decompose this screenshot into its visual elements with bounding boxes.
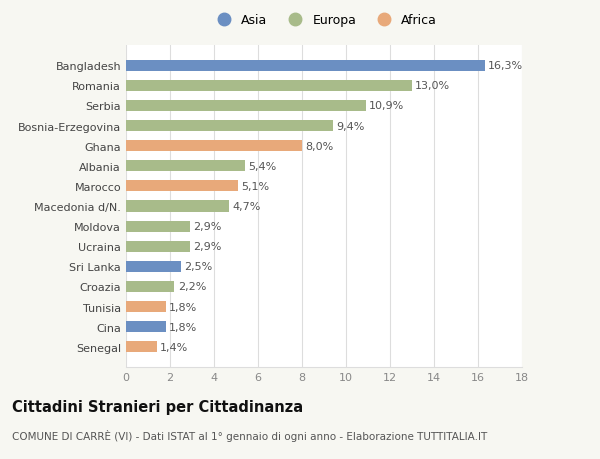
Bar bbox=[126, 141, 302, 152]
Bar bbox=[126, 341, 157, 353]
Bar bbox=[126, 302, 166, 313]
Legend: Asia, Europa, Africa: Asia, Europa, Africa bbox=[207, 11, 441, 31]
Bar bbox=[126, 61, 485, 72]
Bar bbox=[126, 121, 333, 132]
Text: 5,1%: 5,1% bbox=[241, 181, 269, 191]
Text: 2,9%: 2,9% bbox=[193, 222, 221, 232]
Text: 1,4%: 1,4% bbox=[160, 342, 188, 352]
Text: 9,4%: 9,4% bbox=[336, 121, 364, 131]
Text: COMUNE DI CARRÈ (VI) - Dati ISTAT al 1° gennaio di ogni anno - Elaborazione TUTT: COMUNE DI CARRÈ (VI) - Dati ISTAT al 1° … bbox=[12, 429, 487, 441]
Bar bbox=[126, 201, 229, 212]
Bar bbox=[126, 101, 366, 112]
Bar bbox=[126, 241, 190, 252]
Bar bbox=[126, 181, 238, 192]
Bar bbox=[126, 261, 181, 272]
Bar bbox=[126, 281, 175, 292]
Text: 2,5%: 2,5% bbox=[184, 262, 212, 272]
Bar bbox=[126, 321, 166, 332]
Text: 5,4%: 5,4% bbox=[248, 162, 277, 171]
Text: 4,7%: 4,7% bbox=[233, 202, 261, 212]
Text: 1,8%: 1,8% bbox=[169, 302, 197, 312]
Text: Cittadini Stranieri per Cittadinanza: Cittadini Stranieri per Cittadinanza bbox=[12, 399, 303, 414]
Text: 8,0%: 8,0% bbox=[305, 141, 334, 151]
Text: 16,3%: 16,3% bbox=[488, 61, 523, 71]
Text: 2,9%: 2,9% bbox=[193, 242, 221, 252]
Text: 1,8%: 1,8% bbox=[169, 322, 197, 332]
Bar bbox=[126, 161, 245, 172]
Text: 2,2%: 2,2% bbox=[178, 282, 206, 292]
Bar bbox=[126, 221, 190, 232]
Text: 13,0%: 13,0% bbox=[415, 81, 451, 91]
Bar bbox=[126, 81, 412, 92]
Text: 10,9%: 10,9% bbox=[369, 101, 404, 111]
